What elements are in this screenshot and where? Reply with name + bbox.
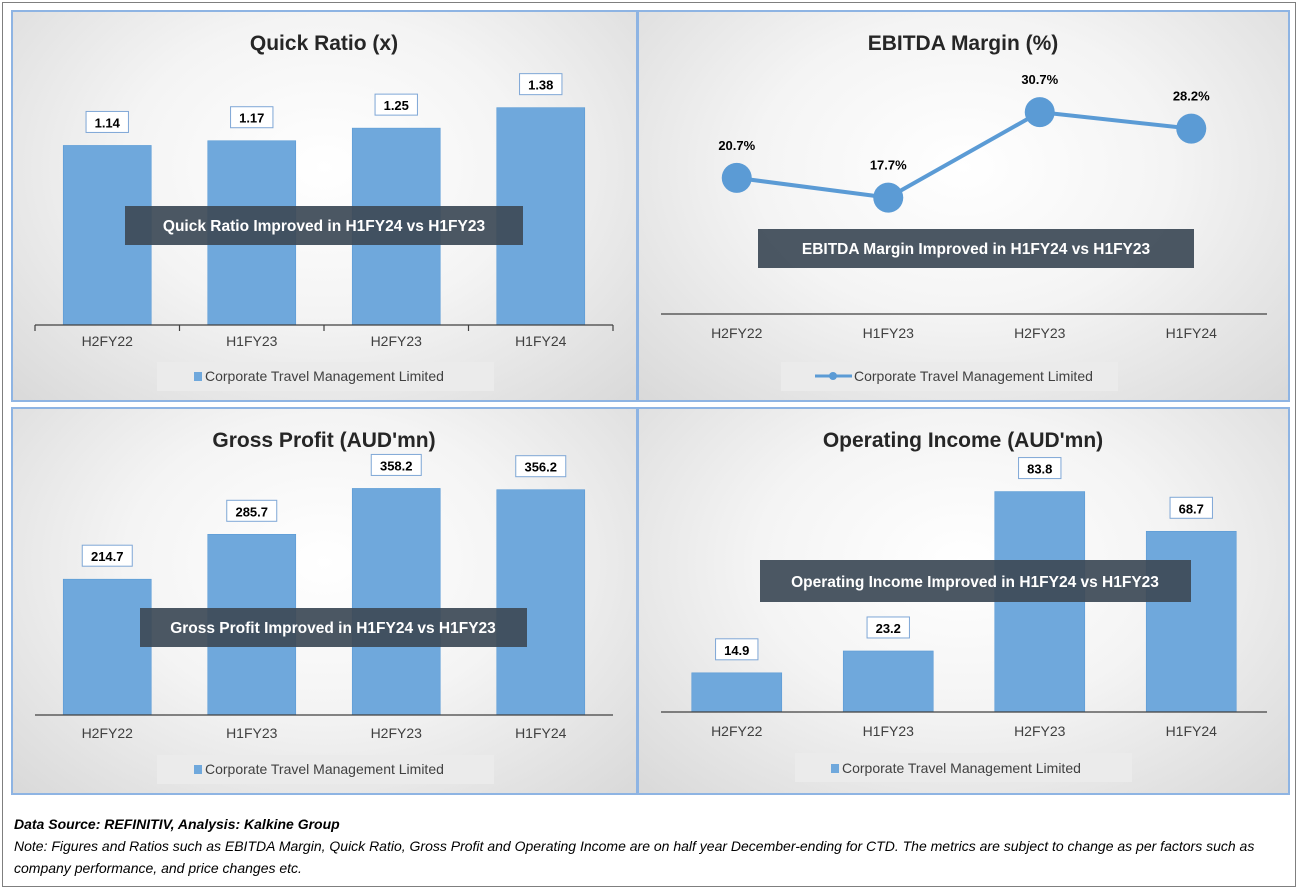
data-label-box: [866, 616, 910, 639]
chart-title: Quick Ratio (x): [250, 32, 398, 55]
data-label: 23.2: [876, 621, 901, 636]
legend-text: Corporate Travel Management Limited: [205, 368, 444, 384]
legend-marker: [829, 372, 837, 380]
bar: [351, 488, 441, 716]
data-label: 1.38: [528, 78, 553, 93]
legend: Corporate Travel Management Limited: [157, 755, 494, 784]
legend-swatch: [194, 765, 202, 774]
data-label: 17.7%: [870, 158, 907, 173]
data-label-box: [515, 455, 567, 478]
footer: Data Source: REFINITIV, Analysis: Kalkin…: [14, 813, 1294, 879]
bar: [691, 672, 783, 713]
x-tick-label: H1FY24: [515, 725, 567, 741]
chart-title: Operating Income (AUD'mn): [823, 429, 1103, 452]
data-point: [1176, 113, 1207, 144]
data-label: 1.14: [95, 115, 121, 130]
data-label-box: [519, 73, 563, 96]
annotation-box: Operating Income Improved in H1FY24 vs H…: [760, 560, 1191, 602]
data-label-box: [226, 499, 278, 522]
series-line: [736, 110, 1192, 200]
gross-profit-panel: Gross Profit (AUD'mn) 214.7 285.7 358.2 356…: [11, 407, 638, 795]
data-label-box: [370, 453, 422, 476]
data-label-box: [1018, 457, 1062, 480]
data-label: 214.7: [91, 549, 124, 564]
annotation-box: Gross Profit Improved in H1FY24 vs H1FY2…: [140, 608, 527, 647]
data-label-box: [715, 638, 759, 661]
x-tick-label: H1FY23: [863, 723, 915, 739]
data-label-box: [81, 544, 133, 567]
data-point: [1024, 97, 1055, 128]
data-point: [721, 162, 752, 193]
x-tick-label: H1FY24: [1166, 325, 1218, 341]
x-tick-label: H2FY23: [371, 333, 423, 349]
data-label: 20.7%: [718, 138, 755, 153]
data-source-text: Data Source: REFINITIV, Analysis: Kalkin…: [14, 816, 340, 832]
data-label: 1.17: [239, 111, 264, 126]
ebitda-margin-chart: EBITDA Margin (%) 20.7% 17.7% 30.7% 28.2% H…: [661, 32, 1267, 391]
x-tick-label: H2FY22: [711, 723, 763, 739]
x-tick-label: H2FY23: [1014, 325, 1066, 341]
data-label-box: [1169, 496, 1213, 519]
annotation-text: Operating Income Improved in H1FY24 vs H…: [791, 574, 1159, 591]
ebitda-margin-panel: EBITDA Margin (%) 20.7% 17.7% 30.7% 28.2% H…: [637, 10, 1290, 402]
data-label: 14.9: [724, 643, 749, 658]
x-tick-label: H1FY24: [515, 333, 567, 349]
quick-ratio-chart: Quick Ratio (x) 1.14 1.17 1.25 1.38 H2FY22 H…: [34, 32, 614, 391]
data-label: 68.7: [1179, 501, 1204, 516]
annotation-text: Gross Profit Improved in H1FY24 vs H1FY2…: [170, 620, 496, 637]
x-tick-label: H1FY24: [1166, 723, 1218, 739]
data-label: 28.2%: [1173, 89, 1210, 104]
operating-income-panel: Operating Income (AUD'mn) 14.9 23.2 83.8 68…: [637, 407, 1290, 795]
data-label: 83.8: [1027, 462, 1052, 477]
bar: [62, 578, 152, 716]
note-text: Note: Figures and Ratios such as EBITDA …: [14, 838, 1255, 876]
x-tick-label: H1FY23: [226, 333, 278, 349]
data-label: 30.7%: [1021, 72, 1058, 87]
data-label-box: [85, 110, 129, 133]
quick-ratio-panel: Quick Ratio (x) 1.14 1.17 1.25 1.38 H2FY22 H…: [11, 10, 638, 402]
bar: [496, 489, 586, 716]
legend-swatch: [194, 372, 202, 381]
legend: Corporate Travel Management Limited: [157, 362, 494, 391]
x-tick-label: H1FY23: [226, 725, 278, 741]
chart-title: Gross Profit (AUD'mn): [212, 429, 435, 452]
x-tick-label: H2FY22: [82, 333, 134, 349]
x-tick-label: H2FY22: [711, 325, 763, 341]
x-tick-label: H2FY22: [82, 725, 134, 741]
data-label: 358.2: [380, 458, 413, 473]
gross-profit-chart: Gross Profit (AUD'mn) 214.7 285.7 358.2 356…: [35, 429, 613, 784]
data-label: 356.2: [524, 460, 557, 475]
data-label: 285.7: [235, 504, 268, 519]
legend-swatch: [831, 764, 839, 773]
chart-title: EBITDA Margin (%): [868, 32, 1059, 55]
annotation-box: Quick Ratio Improved in H1FY24 vs H1FY23: [125, 206, 523, 245]
x-tick-label: H2FY23: [371, 725, 423, 741]
bar: [1145, 530, 1237, 713]
legend-text: Corporate Travel Management Limited: [854, 368, 1093, 384]
data-label: 1.25: [384, 98, 409, 113]
legend: Corporate Travel Management Limited: [795, 753, 1132, 782]
data-label-box: [230, 106, 274, 129]
bar: [842, 650, 934, 713]
annotation-text: Quick Ratio Improved in H1FY24 vs H1FY23: [163, 218, 486, 235]
legend-text: Corporate Travel Management Limited: [205, 761, 444, 777]
legend-text: Corporate Travel Management Limited: [842, 760, 1081, 776]
data-point: [873, 182, 904, 213]
x-tick-label: H1FY23: [863, 325, 915, 341]
x-tick-label: H2FY23: [1014, 723, 1066, 739]
data-label-box: [374, 93, 418, 116]
annotation-box: EBITDA Margin Improved in H1FY24 vs H1FY…: [758, 229, 1194, 268]
operating-income-chart: Operating Income (AUD'mn) 14.9 23.2 83.8 68…: [661, 429, 1267, 782]
legend: Corporate Travel Management Limited: [781, 362, 1118, 391]
annotation-text: EBITDA Margin Improved in H1FY24 vs H1FY…: [802, 241, 1151, 258]
